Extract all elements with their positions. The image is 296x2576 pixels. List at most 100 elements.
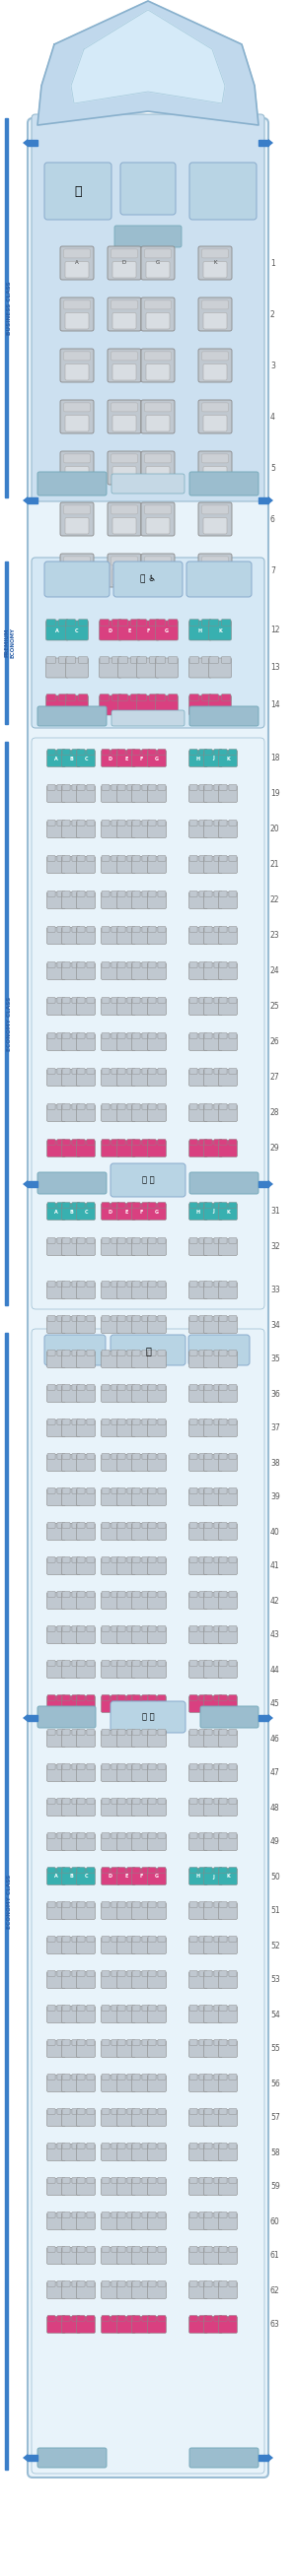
Text: H: H <box>196 1875 200 1878</box>
FancyBboxPatch shape <box>47 1489 66 1507</box>
FancyBboxPatch shape <box>101 1419 120 1437</box>
FancyBboxPatch shape <box>142 1316 150 1321</box>
FancyBboxPatch shape <box>148 2004 156 2012</box>
FancyBboxPatch shape <box>101 1558 120 1574</box>
FancyBboxPatch shape <box>118 1139 126 1144</box>
FancyBboxPatch shape <box>72 1592 80 1597</box>
FancyBboxPatch shape <box>111 2143 119 2148</box>
FancyBboxPatch shape <box>132 1283 150 1298</box>
FancyBboxPatch shape <box>219 1901 227 1906</box>
FancyBboxPatch shape <box>76 1522 95 1540</box>
FancyBboxPatch shape <box>127 1937 135 1942</box>
FancyBboxPatch shape <box>204 1731 223 1747</box>
FancyBboxPatch shape <box>87 1489 95 1494</box>
FancyBboxPatch shape <box>76 1105 95 1121</box>
FancyBboxPatch shape <box>189 2177 197 2184</box>
FancyBboxPatch shape <box>142 1033 150 1038</box>
FancyBboxPatch shape <box>47 750 66 768</box>
FancyBboxPatch shape <box>99 657 122 677</box>
FancyBboxPatch shape <box>204 1489 212 1494</box>
FancyBboxPatch shape <box>204 1203 212 1208</box>
FancyBboxPatch shape <box>47 1625 55 1631</box>
FancyBboxPatch shape <box>77 1695 85 1700</box>
FancyBboxPatch shape <box>127 2177 135 2184</box>
FancyBboxPatch shape <box>107 451 141 484</box>
FancyBboxPatch shape <box>62 1904 81 1919</box>
Text: J: J <box>212 755 214 760</box>
FancyBboxPatch shape <box>118 750 126 755</box>
FancyBboxPatch shape <box>72 786 80 791</box>
FancyBboxPatch shape <box>132 2110 140 2115</box>
FancyBboxPatch shape <box>147 1105 166 1121</box>
FancyBboxPatch shape <box>118 693 128 701</box>
FancyBboxPatch shape <box>87 1280 95 1288</box>
FancyBboxPatch shape <box>47 1239 66 1255</box>
FancyBboxPatch shape <box>101 1239 120 1255</box>
FancyBboxPatch shape <box>142 1383 150 1391</box>
FancyBboxPatch shape <box>132 2040 150 2058</box>
FancyBboxPatch shape <box>127 1383 135 1391</box>
FancyBboxPatch shape <box>132 2007 150 2022</box>
FancyBboxPatch shape <box>62 927 70 933</box>
FancyBboxPatch shape <box>219 1937 227 1942</box>
FancyBboxPatch shape <box>199 1625 207 1631</box>
FancyBboxPatch shape <box>64 453 90 464</box>
FancyBboxPatch shape <box>214 1901 222 1906</box>
FancyBboxPatch shape <box>158 2177 166 2184</box>
FancyBboxPatch shape <box>132 1832 140 1839</box>
FancyBboxPatch shape <box>46 657 56 662</box>
FancyBboxPatch shape <box>204 1662 223 1677</box>
FancyBboxPatch shape <box>76 1455 95 1471</box>
FancyBboxPatch shape <box>204 1069 223 1087</box>
FancyBboxPatch shape <box>57 1383 65 1391</box>
FancyBboxPatch shape <box>111 1625 119 1631</box>
FancyBboxPatch shape <box>142 2280 150 2287</box>
FancyBboxPatch shape <box>199 1103 207 1110</box>
FancyBboxPatch shape <box>142 1662 150 1667</box>
FancyBboxPatch shape <box>87 2074 95 2079</box>
FancyBboxPatch shape <box>148 927 156 933</box>
FancyBboxPatch shape <box>148 1901 156 1906</box>
FancyBboxPatch shape <box>158 927 166 933</box>
FancyBboxPatch shape <box>204 1592 223 1610</box>
FancyBboxPatch shape <box>189 1419 197 1425</box>
FancyBboxPatch shape <box>132 2213 150 2231</box>
FancyBboxPatch shape <box>214 1069 222 1074</box>
FancyBboxPatch shape <box>218 1695 237 1713</box>
FancyBboxPatch shape <box>118 819 126 827</box>
FancyBboxPatch shape <box>189 1105 208 1121</box>
FancyBboxPatch shape <box>65 312 89 330</box>
FancyBboxPatch shape <box>189 2213 208 2231</box>
FancyBboxPatch shape <box>127 927 135 933</box>
FancyBboxPatch shape <box>189 891 197 896</box>
FancyBboxPatch shape <box>76 2007 95 2022</box>
Text: D: D <box>109 629 112 634</box>
FancyBboxPatch shape <box>204 1386 223 1401</box>
FancyBboxPatch shape <box>218 1592 237 1610</box>
FancyBboxPatch shape <box>47 1765 66 1783</box>
FancyBboxPatch shape <box>204 1316 212 1321</box>
FancyBboxPatch shape <box>72 891 80 896</box>
FancyBboxPatch shape <box>117 963 136 979</box>
FancyBboxPatch shape <box>204 1453 212 1458</box>
FancyBboxPatch shape <box>62 855 70 860</box>
FancyBboxPatch shape <box>148 1139 156 1144</box>
FancyBboxPatch shape <box>44 1334 106 1365</box>
FancyBboxPatch shape <box>77 1489 85 1494</box>
FancyBboxPatch shape <box>214 855 222 860</box>
FancyBboxPatch shape <box>189 1937 208 1955</box>
FancyBboxPatch shape <box>87 1203 95 1208</box>
FancyBboxPatch shape <box>101 2316 120 2334</box>
Text: 7: 7 <box>270 567 275 574</box>
FancyBboxPatch shape <box>77 891 85 896</box>
FancyBboxPatch shape <box>189 1455 208 1471</box>
FancyBboxPatch shape <box>76 1834 95 1850</box>
FancyBboxPatch shape <box>62 1455 81 1471</box>
FancyBboxPatch shape <box>189 657 199 662</box>
FancyBboxPatch shape <box>132 2143 140 2148</box>
FancyBboxPatch shape <box>60 399 94 433</box>
FancyBboxPatch shape <box>77 1868 85 1873</box>
FancyBboxPatch shape <box>158 2004 166 2012</box>
FancyBboxPatch shape <box>111 350 138 361</box>
FancyBboxPatch shape <box>132 2076 150 2092</box>
